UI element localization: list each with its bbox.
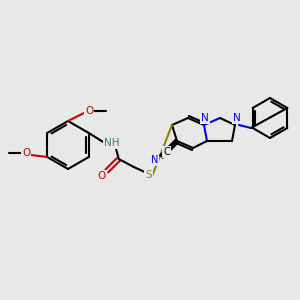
Text: O: O	[85, 106, 93, 116]
Text: N: N	[233, 113, 241, 123]
Text: O: O	[22, 148, 30, 158]
Text: NH: NH	[104, 138, 119, 148]
Text: S: S	[146, 170, 152, 180]
Text: N: N	[151, 154, 158, 165]
Text: C: C	[163, 147, 170, 157]
Text: O: O	[98, 171, 106, 181]
Text: N: N	[201, 113, 209, 123]
